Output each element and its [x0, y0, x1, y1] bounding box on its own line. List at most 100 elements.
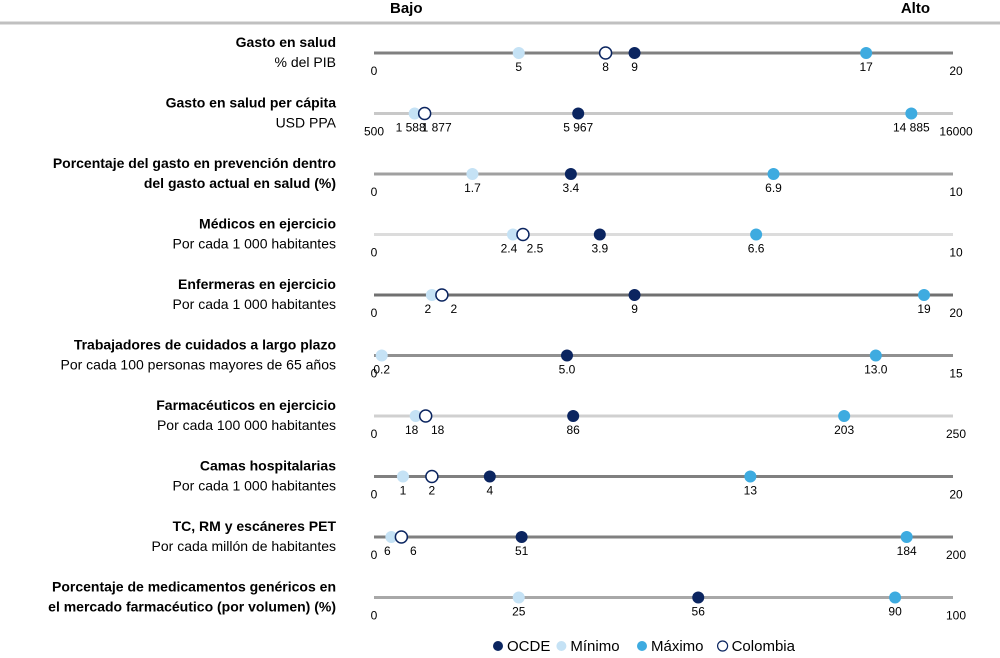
row-title: Enfermeras en ejercicio — [178, 276, 336, 292]
value-label-col: 18 — [431, 423, 445, 437]
point-min — [375, 349, 388, 362]
row-6: Trabajadores de cuidados a largo plazo Po… — [60, 337, 963, 381]
value-label-max: 6.6 — [748, 242, 765, 256]
axis-max-label: 20 — [949, 64, 963, 78]
value-label-min: 1 588 — [396, 121, 426, 135]
axis-max-label: 100 — [946, 609, 966, 623]
row-title: Porcentaje del gasto en prevención dentr… — [53, 155, 336, 171]
axis-max-label: 10 — [949, 185, 963, 199]
point-ocde — [692, 591, 705, 604]
legend-label-ocde: OCDE — [507, 638, 550, 655]
point-max — [750, 228, 763, 241]
axis-min-label: 0 — [371, 185, 378, 199]
point-min — [385, 531, 398, 543]
point-max — [838, 410, 851, 422]
point-col — [394, 530, 409, 544]
point-min — [512, 591, 525, 604]
point-ocde — [515, 531, 528, 543]
axis-min-label: 0 — [371, 488, 378, 502]
point-ocde — [628, 47, 641, 59]
row-subtitle: USD PPA — [276, 115, 337, 131]
value-label-col: 6 — [410, 544, 417, 558]
axis-max-label: 16000 — [939, 125, 973, 139]
value-label-ocde: 3.4 — [563, 181, 580, 195]
row-8: Camas hospitalarias Por cada 1 000 habita… — [173, 458, 963, 502]
point-min — [425, 289, 438, 301]
value-label-min: 5 — [515, 60, 522, 74]
value-label-min: 0.2 — [373, 363, 390, 377]
value-label-max: 13.0 — [864, 363, 888, 377]
value-label-max: 19 — [917, 302, 931, 316]
value-label-col: 2 — [451, 302, 458, 316]
value-label-col: 8 — [602, 60, 609, 74]
point-col — [516, 227, 530, 242]
value-label-col: 2.5 — [527, 242, 544, 256]
row-subtitle: Por cada 100 000 habitantes — [157, 417, 336, 433]
row-title: Gasto en salud — [236, 34, 336, 50]
point-max — [889, 591, 902, 604]
point-ocde — [483, 470, 496, 483]
point-col — [435, 288, 449, 302]
point-min — [506, 228, 519, 241]
row-title: el mercado farmacéutico (por volumen) (%… — [48, 599, 336, 615]
value-label-min: 1.7 — [464, 181, 481, 195]
axis-max-label: 20 — [949, 488, 963, 502]
legend-marker-max — [637, 641, 647, 651]
value-label-min: 25 — [512, 605, 526, 619]
point-max — [869, 349, 882, 362]
row-5: Enfermeras en ejercicio Por cada 1 000 ha… — [173, 276, 963, 320]
legend-label-min: Mínimo — [570, 638, 619, 655]
point-min — [408, 107, 421, 120]
axis-min-label: 500 — [364, 125, 384, 139]
row-2: Gasto en salud per cápita USD PPA 500 16000… — [166, 95, 973, 139]
row-subtitle: Por cada 1 000 habitantes — [173, 236, 336, 252]
row-4: Médicos en ejercicio Por cada 1 000 habit… — [173, 216, 963, 260]
point-max — [918, 289, 931, 301]
axis-min-label: 0 — [371, 548, 378, 562]
legend-label-col: Colombia — [732, 638, 796, 655]
row-subtitle: Por cada 1 000 habitantes — [173, 296, 336, 312]
point-col — [417, 106, 432, 121]
point-ocde — [628, 289, 641, 301]
point-max — [900, 531, 913, 543]
value-label-max: 203 — [834, 423, 854, 437]
row-title: Camas hospitalarias — [200, 458, 336, 474]
axis-max-label: 250 — [946, 427, 966, 441]
point-max — [767, 168, 780, 180]
axis-min-label: 0 — [371, 609, 378, 623]
axis-min-label: 0 — [371, 367, 378, 381]
value-label-col: 1 877 — [422, 121, 452, 135]
axis-min-label: 0 — [371, 306, 378, 320]
point-ocde — [564, 168, 577, 180]
value-label-min: 6 — [384, 544, 391, 558]
row-1: Gasto en salud % del PIB 0 20 5 8 9 17 — [236, 34, 963, 78]
value-label-ocde: 3.9 — [591, 242, 608, 256]
value-label-ocde: 9 — [631, 60, 638, 74]
value-label-ocde: 4 — [486, 484, 493, 498]
row-subtitle: Por cada 100 personas mayores de 65 años — [60, 357, 336, 373]
row-title: Trabajadores de cuidados a largo plazo — [74, 337, 336, 353]
axis-max-label: 15 — [949, 367, 963, 381]
row-subtitle: Por cada millón de habitantes — [152, 538, 336, 554]
value-label-min: 2 — [425, 302, 432, 316]
row-title: Médicos en ejercicio — [199, 216, 336, 232]
row-subtitle: % del PIB — [275, 54, 336, 70]
value-label-max: 90 — [888, 605, 902, 619]
row-subtitle: Por cada 1 000 habitantes — [173, 478, 336, 494]
point-ocde — [561, 349, 573, 362]
row-7: Farmacéuticos en ejercicio Por cada 100 0… — [156, 397, 966, 441]
value-label-ocde: 86 — [566, 423, 580, 437]
point-col — [598, 46, 613, 60]
legend-marker-min — [556, 641, 567, 651]
row-title: Porcentaje de medicamentos genéricos en — [52, 579, 336, 595]
value-label-ocde: 56 — [692, 605, 706, 619]
point-min — [409, 410, 422, 422]
row-title: TC, RM y escáneres PET — [173, 518, 337, 534]
legend: OCDE Mínimo Máximo Colombia — [493, 638, 796, 655]
point-ocde — [593, 228, 606, 241]
value-label-col: 2 — [429, 484, 436, 498]
legend-marker-col — [716, 640, 729, 652]
header-high-label: Alto — [901, 0, 930, 17]
